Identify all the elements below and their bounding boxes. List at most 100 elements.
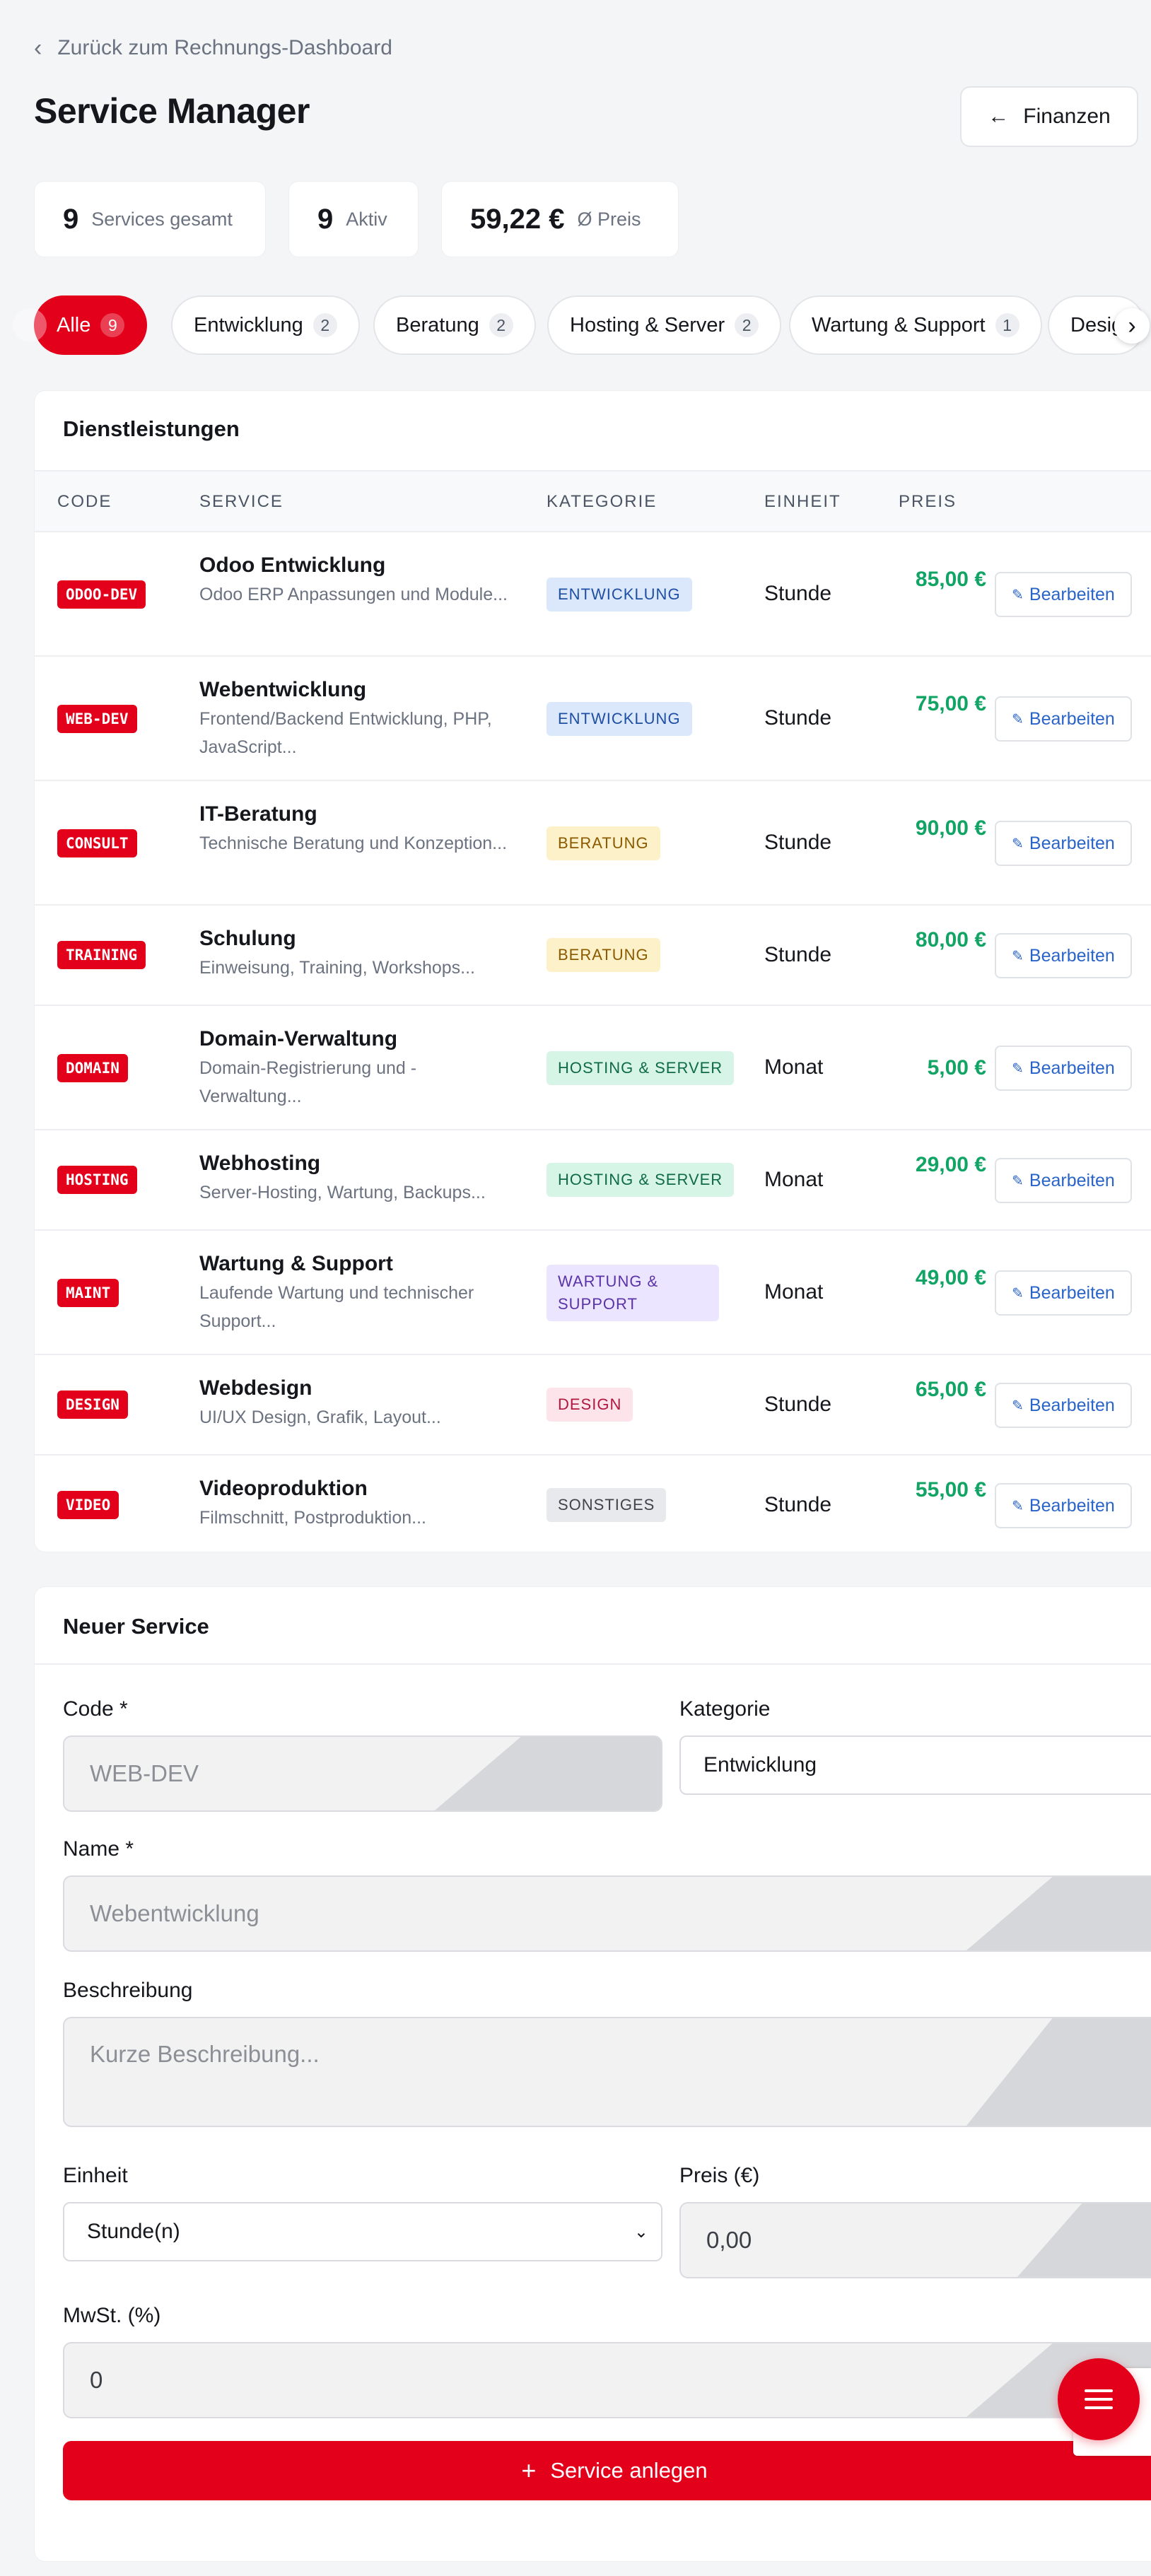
back-to-dashboard-link[interactable]: ‹ Zurück zum Rechnungs-Dashboard — [34, 34, 392, 62]
unit-label: Einheit — [63, 2164, 128, 2187]
edit-button[interactable]: ✎ Bearbeiten — [995, 572, 1132, 617]
filter-chip-beratung[interactable]: Beratung 2 — [373, 295, 536, 355]
filter-chip-label: Desig — [1070, 313, 1123, 336]
category-select[interactable]: Entwicklung — [679, 1735, 1151, 1795]
service-name: Domain-Verwaltung — [199, 1027, 398, 1050]
stat-value: 9 — [63, 203, 79, 235]
service-name: Videoproduktion — [199, 1477, 368, 1500]
table-row: CONSULT IT-Beratung Technische Beratung … — [35, 781, 1151, 906]
service-name: Wartung & Support — [199, 1252, 393, 1275]
pencil-icon: ✎ — [1012, 1398, 1024, 1414]
column-header-price: PREIS — [899, 492, 957, 511]
edit-button-label: Bearbeiten — [1029, 1395, 1115, 1415]
create-service-label: Service anlegen — [550, 2458, 708, 2483]
edit-button-label: Bearbeiten — [1029, 584, 1115, 604]
price-cell: 75,00 € — [915, 692, 986, 715]
pencil-icon: ✎ — [1012, 587, 1024, 603]
filter-chip-label: Wartung & Support — [812, 313, 986, 336]
unit-cell: Stunde — [764, 943, 832, 966]
pencil-icon: ✎ — [1012, 1285, 1024, 1301]
edit-button[interactable]: ✎ Bearbeiten — [995, 1270, 1132, 1316]
input-shade — [435, 1737, 661, 1810]
code-badge: TRAINING — [57, 941, 146, 969]
unit-select[interactable]: Stunde(n) ⌄ — [63, 2202, 662, 2261]
code-badge: CONSULT — [57, 829, 137, 857]
pencil-icon: ✎ — [1012, 711, 1024, 727]
vat-input[interactable]: 0 — [63, 2342, 1151, 2418]
arrow-left-icon: ← — [988, 105, 1010, 128]
stat-value: 59,22 € — [470, 203, 565, 235]
stat-value: 9 — [317, 203, 334, 235]
filter-chip-label: Entwicklung — [194, 313, 303, 336]
edit-button[interactable]: ✎ Bearbeiten — [995, 1483, 1132, 1528]
edit-button[interactable]: ✎ Bearbeiten — [995, 1383, 1132, 1428]
name-label: Name * — [63, 1837, 134, 1861]
filter-chip-count: 2 — [489, 313, 513, 337]
description-label: Beschreibung — [63, 1979, 193, 2002]
category-badge: ENTWICKLUNG — [547, 702, 692, 736]
filter-chip-count: 1 — [995, 313, 1019, 337]
form-title: Neuer Service — [63, 1614, 209, 1639]
category-badge: WARTUNG & SUPPORT — [547, 1265, 719, 1321]
code-badge: DESIGN — [57, 1391, 128, 1419]
stat-card-average-price: 59,22 € Ø Preis — [441, 181, 679, 257]
code-label: Code * — [63, 1697, 128, 1721]
table-row: MAINT Wartung & Support Laufende Wartung… — [35, 1231, 1151, 1355]
column-header-code: CODE — [57, 492, 112, 511]
category-select-value: Entwicklung — [703, 1753, 817, 1776]
filter-chip-all[interactable]: Alle 9 — [34, 295, 148, 355]
name-input[interactable]: Webentwicklung — [63, 1875, 1151, 1952]
category-filter-bar: Alle 9 Entwicklung 2 Beratung 2 Hosting … — [0, 295, 1151, 358]
services-table-card: Dienstleistungen CODE SERVICE KATEGORIE … — [34, 390, 1151, 1552]
unit-cell: Stunde — [764, 706, 832, 730]
edit-button-label: Bearbeiten — [1029, 945, 1115, 966]
edit-button-label: Bearbeiten — [1029, 1495, 1115, 1516]
pencil-icon: ✎ — [1012, 1498, 1024, 1514]
stat-label: Aktiv — [346, 208, 387, 230]
menu-icon — [1085, 2389, 1113, 2409]
service-description: Server-Hosting, Wartung, Backups... — [199, 1183, 486, 1202]
description-textarea[interactable]: Kurze Beschreibung... — [63, 2017, 1151, 2127]
input-shade — [966, 2018, 1151, 2126]
price-cell: 29,00 € — [915, 1153, 986, 1176]
table-row: DOMAIN Domain-Verwaltung Domain-Registri… — [35, 1006, 1151, 1130]
service-description: Frontend/Backend Entwicklung, PHP, JavaS… — [199, 709, 492, 757]
filter-chip-label: Alle — [57, 313, 91, 336]
filter-chip-wartung[interactable]: Wartung & Support 1 — [789, 295, 1042, 355]
edit-button[interactable]: ✎ Bearbeiten — [995, 1158, 1132, 1203]
service-description: UI/UX Design, Grafik, Layout... — [199, 1407, 441, 1427]
filter-chip-entwicklung[interactable]: Entwicklung 2 — [171, 295, 360, 355]
edit-button-label: Bearbeiten — [1029, 1058, 1115, 1078]
table-header: CODE SERVICE KATEGORIE EINHEIT PREIS — [35, 470, 1151, 532]
description-placeholder: Kurze Beschreibung... — [90, 2041, 320, 2067]
chevron-right-icon[interactable]: › — [1114, 308, 1150, 344]
table-row: VIDEO Videoproduktion Filmschnitt, Postp… — [35, 1456, 1151, 1552]
category-badge: DESIGN — [547, 1388, 633, 1422]
pencil-icon: ✎ — [1012, 1173, 1024, 1189]
service-name: Webhosting — [199, 1152, 321, 1175]
finance-button[interactable]: ← Finanzen — [960, 86, 1138, 147]
input-shade — [966, 1877, 1151, 1950]
price-cell: 5,00 € — [927, 1056, 986, 1079]
vat-input-value: 0 — [90, 2367, 103, 2393]
new-service-form-card: Neuer Service Code * WEB-DEV Kategorie E… — [34, 1586, 1151, 2562]
filter-chip-hosting[interactable]: Hosting & Server 2 — [547, 295, 782, 355]
code-badge: ODOO-DEV — [57, 580, 146, 609]
menu-fab-button[interactable] — [1058, 2358, 1140, 2440]
code-input[interactable]: WEB-DEV — [63, 1735, 662, 1812]
edit-button[interactable]: ✎ Bearbeiten — [995, 1046, 1132, 1091]
edit-button[interactable]: ✎ Bearbeiten — [995, 933, 1132, 978]
table-title: Dienstleistungen — [63, 416, 240, 441]
category-label: Kategorie — [679, 1697, 771, 1721]
unit-select-value: Stunde(n) — [87, 2220, 180, 2243]
service-description: Odoo ERP Anpassungen und Module... — [199, 585, 508, 604]
create-service-button[interactable]: + Service anlegen — [63, 2441, 1151, 2500]
category-badge: HOSTING & SERVER — [547, 1051, 735, 1085]
edit-button[interactable]: ✎ Bearbeiten — [995, 696, 1132, 742]
price-input[interactable]: 0,00 — [679, 2202, 1151, 2278]
category-badge: BERATUNG — [547, 938, 660, 972]
edit-button[interactable]: ✎ Bearbeiten — [995, 821, 1132, 866]
scroll-left-indicator — [13, 308, 47, 342]
name-input-placeholder: Webentwicklung — [90, 1900, 259, 1926]
divider — [35, 1663, 1151, 1665]
